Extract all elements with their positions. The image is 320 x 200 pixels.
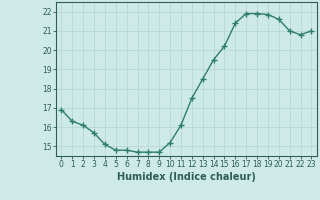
X-axis label: Humidex (Indice chaleur): Humidex (Indice chaleur)	[117, 172, 256, 182]
